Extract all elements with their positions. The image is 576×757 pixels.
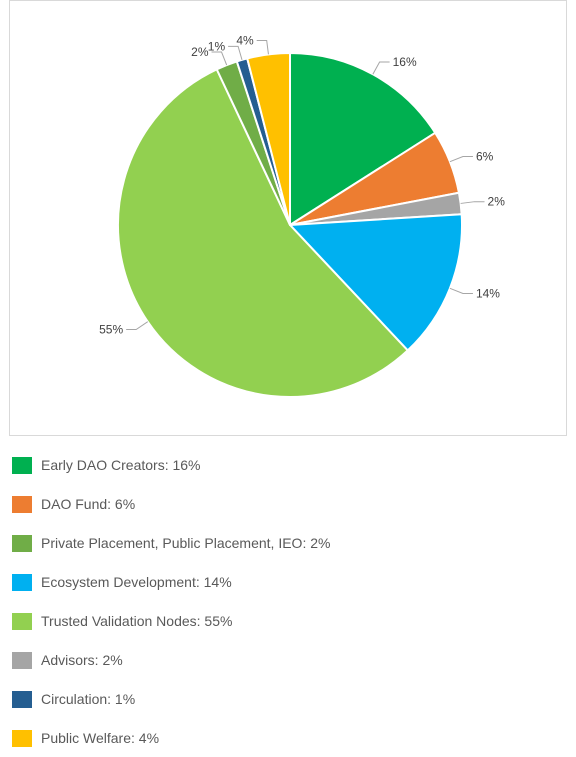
leader-line-advisors — [460, 201, 485, 204]
pie-slice-trusted-validation-nodes — [116, 68, 409, 399]
legend-swatch-advisors — [12, 651, 32, 669]
data-label-trusted-validation-nodes: 55% — [99, 323, 123, 337]
pie-chart: 16%6%2%14%55%2% 1% 4% — [99, 33, 505, 399]
leader-line-early-dao-creators — [372, 61, 390, 75]
legend-item-dao-fund: DAO Fund: 6% — [12, 494, 135, 514]
leader-line-trusted-validation-nodes — [126, 321, 149, 331]
legend-item-ecosystem-development: Ecosystem Development: 14% — [12, 572, 232, 592]
legend-swatch-trusted-validation-nodes — [12, 612, 32, 630]
legend-label-early-dao-creators: Early DAO Creators: 16% — [41, 457, 201, 473]
leader-line-private-placement-public-placement-ieo — [211, 51, 228, 66]
pie-chart-area: 16% 6% 2% 14% 55% 2% 1% 4% — [9, 0, 567, 436]
legend-label-trusted-validation-nodes: Trusted Validation Nodes: 55% — [41, 613, 233, 629]
data-label-circulation: 1% — [208, 39, 226, 53]
pie-slice-ecosystem-development — [289, 213, 463, 352]
legend-swatch-private-placement-public-placement-ieo — [12, 534, 32, 552]
legend-label-advisors: Advisors: 2% — [41, 652, 123, 668]
leader-line-dao-fund — [449, 156, 473, 163]
leader-line-ecosystem-development — [449, 287, 473, 294]
legend-label-ecosystem-development: Ecosystem Development: 14% — [41, 574, 232, 590]
legend-label-public-welfare: Public Welfare: 4% — [41, 730, 160, 746]
data-label-ecosystem-development: 14% — [476, 286, 500, 300]
legend-item-circulation: Circulation: 1% — [12, 689, 135, 709]
pie-labels: 16%6%2%14%55%2% 1% 4% — [99, 33, 505, 336]
pie-slices — [116, 52, 463, 399]
leader-line-circulation — [228, 45, 243, 60]
legend-item-public-welfare: Public Welfare: 4% — [12, 728, 159, 748]
data-label-public-welfare: 4% — [236, 33, 254, 47]
data-label-early-dao-creators: 16% — [393, 55, 417, 69]
legend-swatch-public-welfare — [12, 729, 32, 747]
data-label-advisors: 2% — [488, 195, 506, 209]
legend-label-circulation: Circulation: 1% — [41, 691, 136, 707]
legend-swatch-dao-fund — [12, 495, 32, 513]
data-label-private-placement-public-placement-ieo: 2% — [191, 45, 209, 59]
legend-item-trusted-validation-nodes: Trusted Validation Nodes: 55% — [12, 611, 232, 631]
legend-label-private-placement-public-placement-ieo: Private Placement, Public Placement, IEO… — [41, 535, 331, 551]
leader-line-public-welfare — [256, 39, 269, 55]
legend-item-private-placement-public-placement-ieo: Private Placement, Public Placement, IEO… — [12, 533, 330, 553]
data-label-dao-fund: 6% — [476, 150, 494, 164]
legend-swatch-early-dao-creators — [12, 456, 32, 474]
legend-swatch-ecosystem-development — [12, 573, 32, 591]
legend-swatch-circulation — [12, 690, 32, 708]
legend-item-advisors: Advisors: 2% — [12, 650, 123, 670]
legend-item-early-dao-creators: Early DAO Creators: 16% — [12, 455, 201, 475]
legend-label-dao-fund: DAO Fund: 6% — [41, 496, 136, 512]
